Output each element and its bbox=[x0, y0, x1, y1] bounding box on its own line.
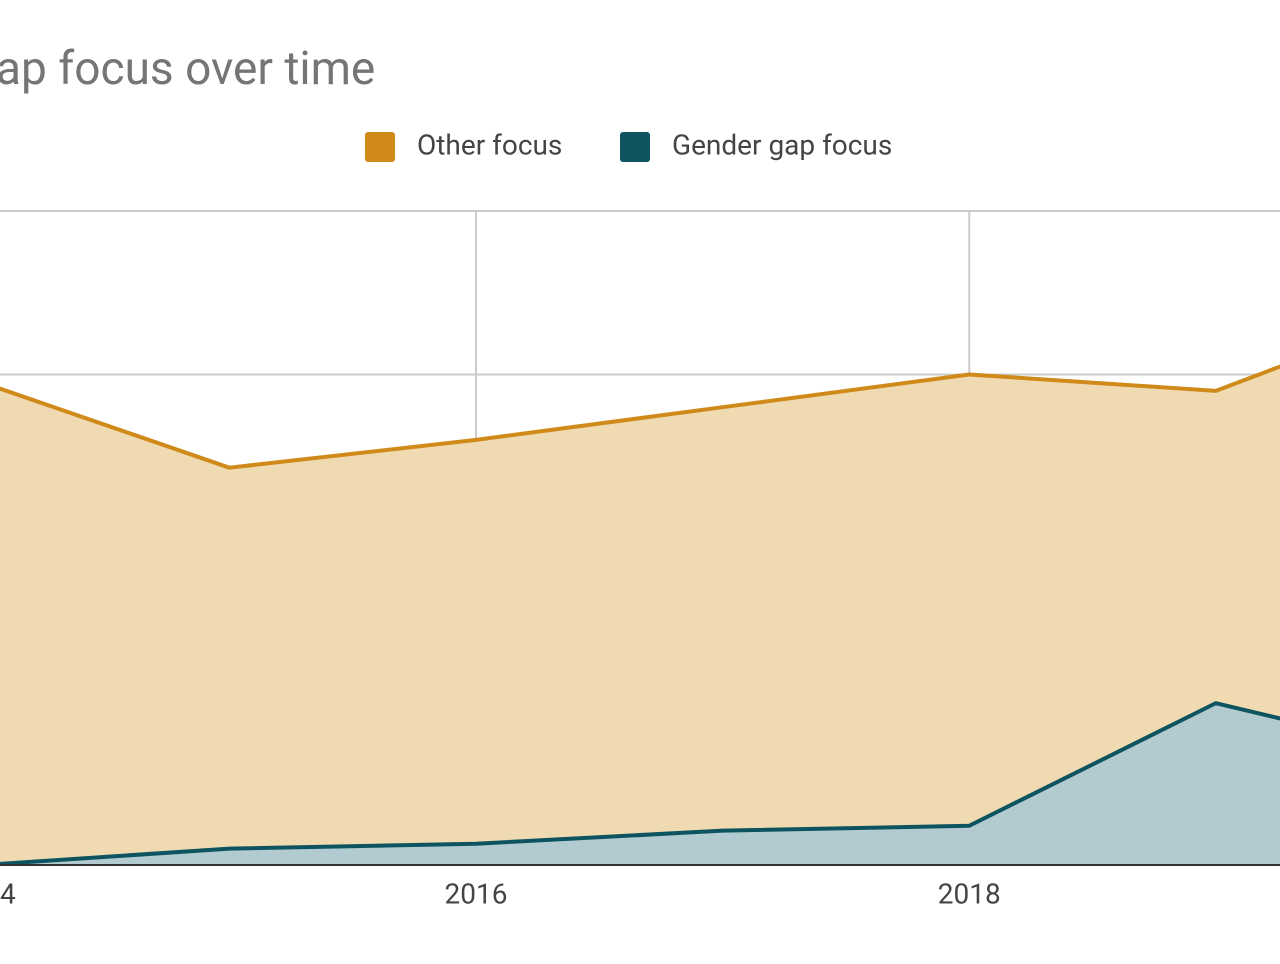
legend-label: Other focus bbox=[417, 128, 562, 161]
area-fill bbox=[0, 366, 1280, 865]
x-tick-label: 4 bbox=[0, 877, 16, 910]
legend-swatch bbox=[365, 132, 395, 162]
x-tick-label: 2016 bbox=[445, 877, 508, 910]
axes: 4 2016 2018 bbox=[0, 864, 1280, 910]
legend-label: Gender gap focus bbox=[672, 128, 892, 161]
series-line bbox=[0, 364, 1280, 470]
series-line bbox=[0, 701, 1280, 866]
chart-title: ap focus over time bbox=[0, 42, 375, 96]
area-fill bbox=[0, 703, 1280, 865]
legend: Other focus Gender gap focus bbox=[365, 128, 892, 162]
plot-area bbox=[0, 364, 1280, 866]
x-tick-label: 2018 bbox=[938, 877, 1001, 910]
legend-swatch bbox=[620, 132, 650, 162]
